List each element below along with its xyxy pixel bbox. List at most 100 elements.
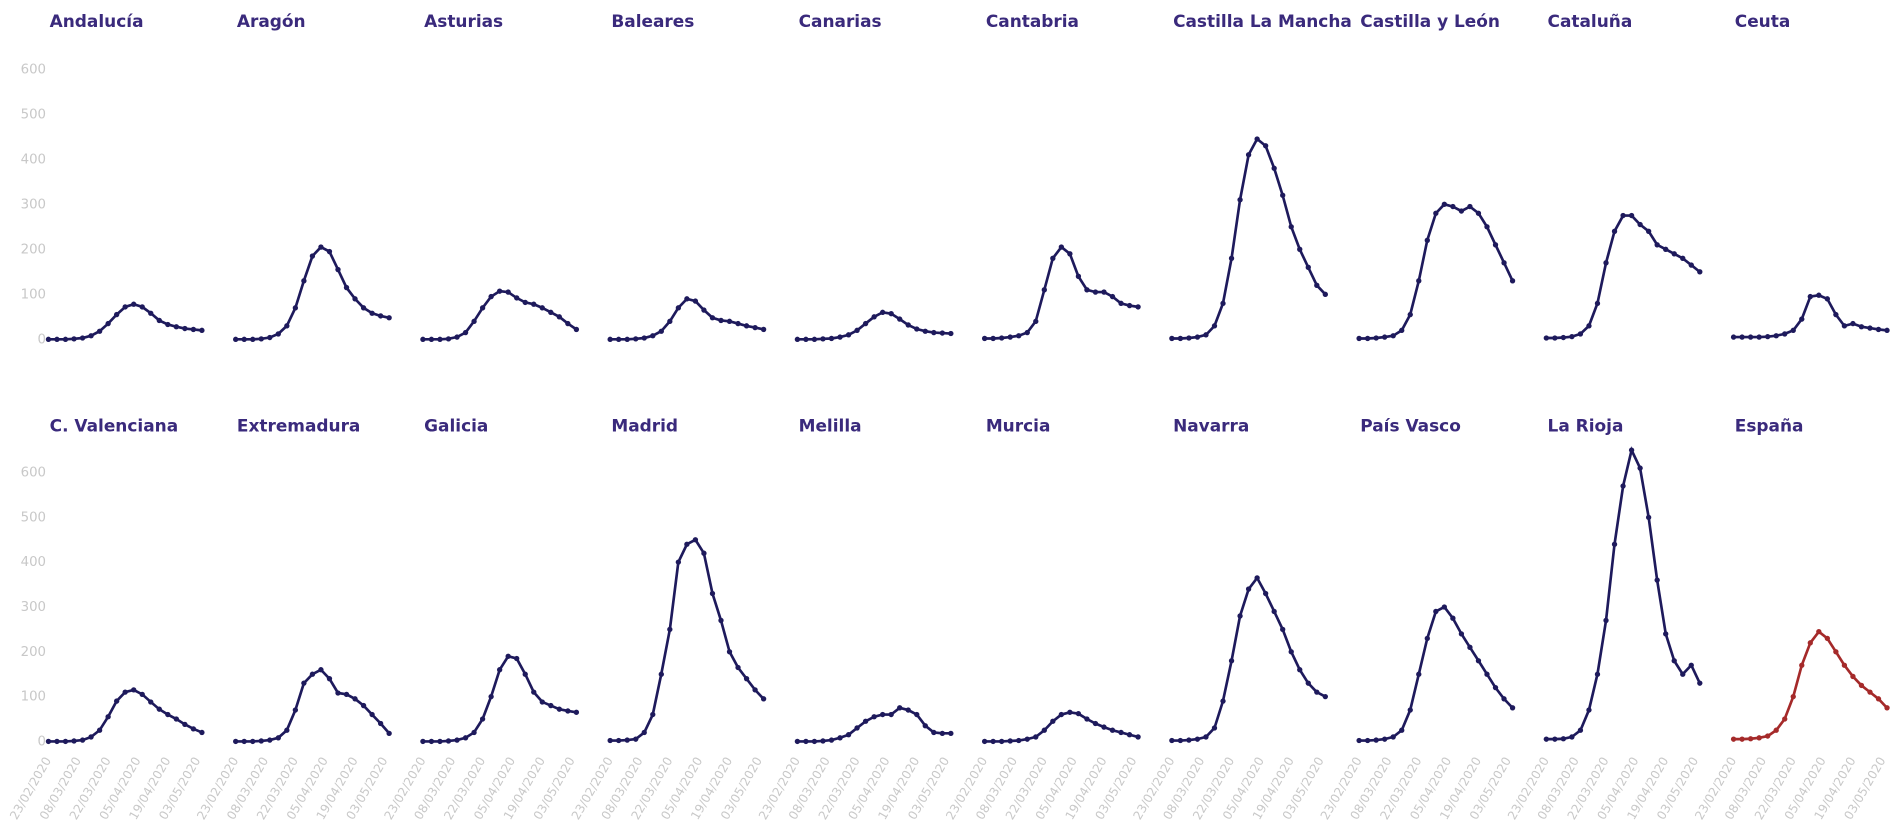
data-point — [939, 730, 945, 737]
data-point — [105, 320, 111, 327]
data-point — [1569, 333, 1575, 340]
data-point — [250, 738, 256, 745]
data-point — [1773, 727, 1779, 733]
data-point — [624, 336, 630, 342]
data-point — [837, 735, 843, 741]
data-point — [828, 335, 835, 342]
data-point — [1118, 729, 1124, 736]
data-point — [650, 333, 656, 339]
panel-title: Galicia — [424, 416, 488, 436]
data-point — [828, 737, 835, 743]
data-point — [556, 706, 562, 712]
data-point — [1194, 736, 1201, 742]
data-point — [1884, 327, 1890, 333]
data-point — [386, 315, 392, 321]
panel-title: Melilla — [799, 416, 862, 436]
data-point — [1475, 210, 1482, 216]
data-point — [1280, 192, 1286, 198]
data-point — [760, 326, 767, 333]
data-point — [369, 310, 375, 316]
data-point — [275, 735, 281, 741]
series-line — [610, 297, 764, 341]
data-point — [1867, 689, 1873, 695]
data-point — [1390, 734, 1396, 740]
data-point — [735, 664, 741, 671]
data-point — [1084, 287, 1090, 293]
data-point — [1620, 212, 1626, 219]
data-point — [854, 327, 860, 333]
data-point — [531, 301, 537, 307]
data-point — [1637, 221, 1643, 228]
data-point — [1475, 658, 1482, 664]
data-point — [1577, 727, 1584, 733]
data-point — [471, 729, 477, 736]
series-line — [1171, 575, 1326, 742]
y-tick-label: 600 — [21, 62, 46, 77]
data-point — [488, 693, 494, 700]
data-point — [1058, 244, 1065, 250]
data-point — [1399, 727, 1405, 733]
data-point — [96, 727, 103, 733]
y-tick-label: 600 — [21, 466, 46, 481]
data-point — [1458, 208, 1465, 214]
data-point — [981, 335, 988, 342]
data-point — [820, 336, 826, 342]
data-point — [284, 323, 290, 329]
data-point — [292, 305, 299, 311]
data-point — [1356, 737, 1362, 744]
data-point — [811, 336, 818, 342]
data-point — [139, 691, 145, 698]
data-point — [1297, 246, 1303, 252]
data-point — [1382, 736, 1388, 742]
data-point — [1322, 693, 1328, 700]
data-point — [377, 313, 384, 319]
series-line — [235, 245, 390, 341]
data-point — [522, 671, 528, 677]
data-point — [1858, 324, 1865, 330]
data-point — [1867, 325, 1873, 331]
data-point — [190, 726, 197, 732]
data-point — [1211, 323, 1218, 329]
data-point — [1033, 734, 1039, 740]
data-point — [122, 689, 128, 695]
data-point — [1467, 203, 1473, 210]
data-point — [1356, 335, 1362, 342]
data-point — [1416, 671, 1422, 677]
data-point — [182, 721, 188, 728]
data-point — [1790, 327, 1796, 333]
data-point — [760, 696, 767, 702]
data-point — [1594, 671, 1601, 677]
data-point — [624, 737, 630, 743]
data-point — [514, 655, 520, 662]
data-point — [352, 296, 358, 302]
data-point — [931, 729, 937, 736]
data-point — [496, 288, 503, 294]
data-point — [1364, 737, 1371, 744]
data-point — [573, 709, 580, 715]
data-point — [1841, 323, 1848, 329]
data-point — [233, 738, 239, 745]
data-point — [1663, 246, 1669, 252]
panel-title: Castilla y León — [1360, 11, 1500, 31]
panel-title: Baleares — [611, 11, 694, 31]
data-point — [445, 738, 452, 744]
data-point — [1441, 201, 1448, 207]
data-point — [743, 676, 750, 682]
data-point — [1075, 710, 1082, 717]
data-point — [1177, 737, 1184, 744]
data-point — [1637, 465, 1643, 471]
data-point — [692, 537, 699, 543]
data-point — [1611, 228, 1618, 234]
data-point — [1824, 296, 1831, 302]
data-point — [437, 336, 443, 342]
data-point — [871, 314, 877, 320]
y-tick-label: 0 — [38, 332, 46, 347]
data-point — [914, 711, 920, 718]
y-tick-label: 200 — [21, 242, 46, 257]
data-point — [1560, 736, 1567, 742]
data-point — [420, 336, 426, 342]
data-point — [709, 590, 716, 597]
data-point — [709, 315, 716, 321]
data-point — [990, 738, 996, 745]
